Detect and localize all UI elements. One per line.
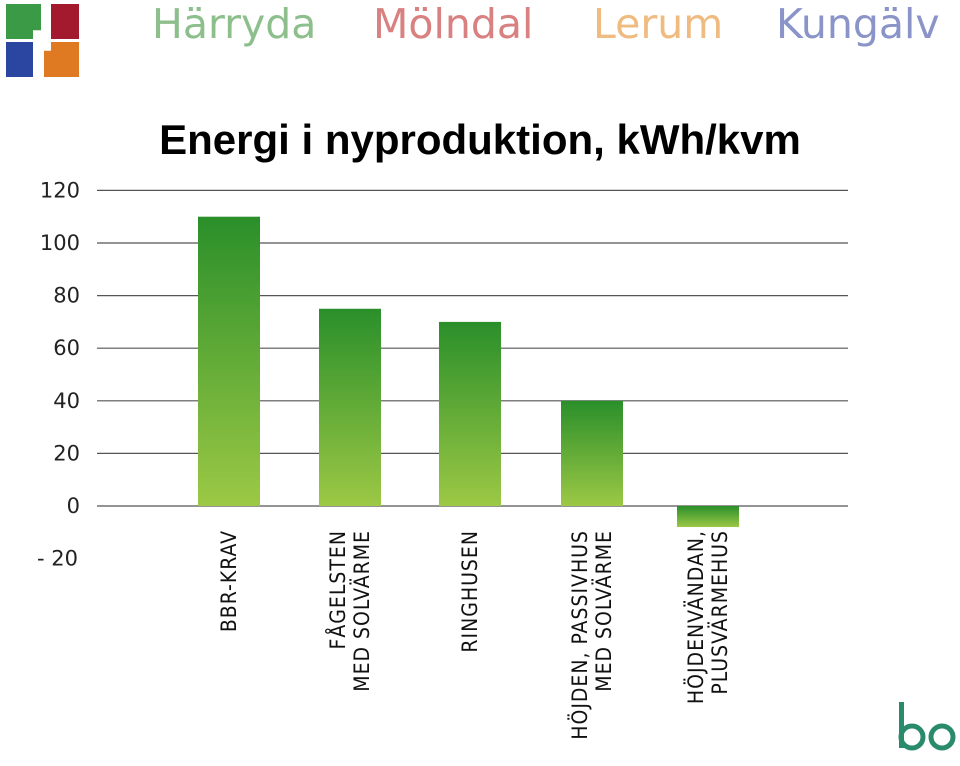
municipality-name: Mölndal — [373, 0, 534, 48]
y-axis-ticks: 120 100 80 60 40 20 0 - 20 — [37, 178, 80, 570]
municipality-name: Lerum — [593, 0, 724, 48]
y-tick-label: - 20 — [37, 547, 78, 571]
x-category-label: HÖJDENVÄNDAN, PLUSVÄRMEHUS — [683, 530, 732, 704]
y-tick-label: 60 — [53, 336, 80, 360]
bar — [677, 506, 739, 528]
y-tick-label: 120 — [40, 178, 80, 202]
x-category-label: RINGHUSEN — [458, 530, 482, 653]
bars — [198, 216, 739, 528]
x-tick-label: RINGHUSEN — [458, 530, 482, 653]
x-tick-label: MED SOLVÄRME — [591, 530, 616, 692]
bar — [319, 308, 381, 506]
y-tick-label: 0 — [67, 494, 80, 518]
y-tick-label: 40 — [53, 389, 80, 413]
x-tick-label: MED SOLVÄRME — [349, 530, 374, 692]
header: Härryda Mölndal Lerum Kungälv — [0, 0, 960, 80]
chart-title: Energi i nyproduktion, kWh/kvm — [159, 116, 801, 163]
x-tick-label: FÅGELSTEN — [324, 530, 350, 650]
bar — [198, 216, 260, 506]
bo-logo — [897, 700, 957, 752]
x-axis-categories: BBR-KRAV FÅGELSTEN MED SOLVÄRME RINGHUSEN HÖ… — [217, 530, 732, 740]
bo-logo-b-bowl — [898, 723, 926, 751]
municipality-name: Härryda — [152, 0, 317, 48]
bo-logo-stem — [899, 702, 904, 748]
x-tick-label: BBR-KRAV — [217, 530, 241, 632]
y-tick-label: 20 — [53, 441, 80, 465]
bar — [561, 400, 623, 506]
x-category-label: HÖJDEN, PASSIVHUS MED SOLVÄRME — [567, 530, 616, 740]
x-tick-label: PLUSVÄRMEHUS — [707, 530, 732, 695]
x-tick-label: HÖJDEN, PASSIVHUS — [567, 530, 592, 740]
municipality-name: Kungälv — [776, 0, 940, 48]
bar — [439, 321, 501, 506]
x-tick-label: HÖJDENVÄNDAN, — [683, 530, 708, 704]
x-category-label: BBR-KRAV — [217, 530, 241, 632]
y-tick-label: 100 — [40, 231, 80, 255]
bo-logo-o — [928, 723, 956, 751]
x-category-label: FÅGELSTEN MED SOLVÄRME — [324, 530, 374, 692]
y-tick-label: 80 — [53, 284, 80, 308]
